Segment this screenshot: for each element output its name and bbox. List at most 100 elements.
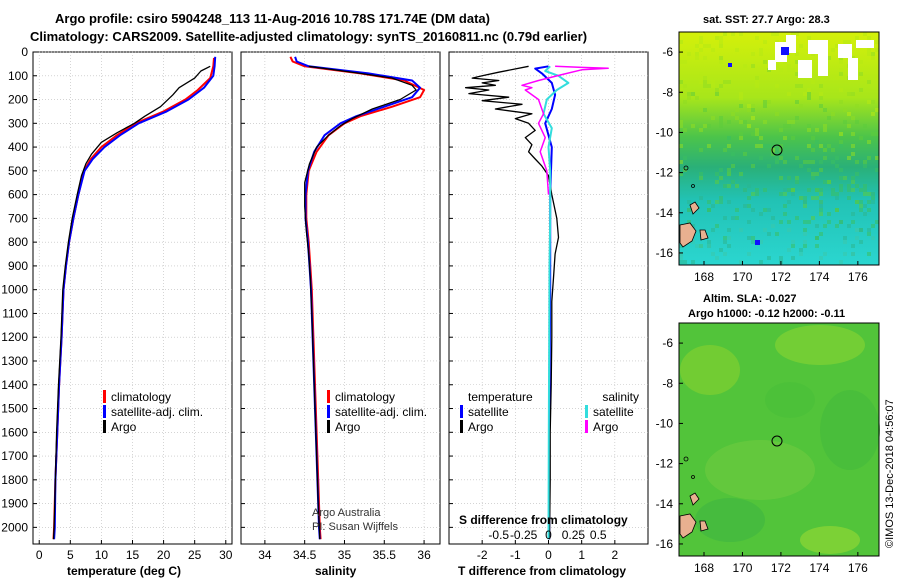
depth-tick-label: 900	[8, 259, 28, 273]
sst-pixel	[763, 188, 767, 192]
sst-pixel	[779, 192, 783, 196]
sst-pixel	[775, 84, 779, 88]
salinity-panel: 34 34.5 35 35.5 36 salinity climatology sate…	[240, 51, 441, 578]
sst-pixel	[771, 32, 775, 36]
sst-pixel	[839, 88, 843, 92]
sst-pixel	[683, 260, 687, 264]
sst-pixel	[727, 236, 731, 240]
sst-pixel	[863, 188, 867, 192]
sst-pixel	[759, 144, 763, 148]
sst-pixel	[687, 220, 691, 224]
sst-pixel	[707, 244, 711, 248]
sst-pixel	[683, 128, 687, 132]
sst-pixel	[711, 116, 715, 120]
sst-pixel	[751, 164, 755, 168]
sst-pixel	[843, 120, 847, 124]
x-tick-label: 34.5	[293, 548, 317, 562]
sla-map-title-line1: Altim. SLA: -0.027	[703, 293, 797, 305]
sst-pixel	[683, 100, 687, 104]
sst-pixel	[819, 232, 823, 236]
map-lat-label: -8	[662, 85, 673, 99]
sst-pixel	[851, 176, 855, 180]
sst-pixel	[799, 164, 803, 168]
sst-pixel	[827, 220, 831, 224]
temperature-gridlines	[33, 51, 232, 544]
temperature-legend: climatology satellite-adj. clim. Argo	[103, 390, 203, 434]
map-lon-label: 174	[809, 561, 829, 575]
sst-pixel	[831, 160, 835, 164]
sst-pixel	[815, 196, 819, 200]
sst-pixel	[791, 192, 795, 196]
figure-title-line1: Argo profile: csiro 5904248_113 11-Aug-2…	[55, 11, 490, 26]
sst-pixel	[763, 76, 767, 80]
sst-pixel	[763, 208, 767, 212]
sst-pixel	[807, 188, 811, 192]
map-lat-label: -16	[656, 246, 674, 260]
sst-pixel	[863, 204, 867, 208]
sst-pixel	[735, 108, 739, 112]
sst-pixel	[751, 104, 755, 108]
sst-pixel	[735, 184, 739, 188]
sst-pixel	[867, 192, 871, 196]
sst-pixel	[739, 176, 743, 180]
sst-pixel	[731, 164, 735, 168]
sst-pixel	[759, 212, 763, 216]
depth-tick-label: 800	[8, 235, 28, 249]
sst-pixel	[803, 196, 807, 200]
sst-pixel	[727, 136, 731, 140]
sst-pixel	[755, 128, 759, 132]
sst-pixel	[783, 192, 787, 196]
sst-pixel	[819, 84, 823, 88]
sst-pixel	[807, 160, 811, 164]
sst-pixel	[703, 56, 707, 60]
sst-warm-pixel	[781, 47, 789, 55]
difference-series	[464, 65, 609, 540]
map-lat-label: -12	[656, 457, 674, 471]
sst-pixel	[847, 124, 851, 128]
sst-warm-pixel	[755, 240, 760, 245]
sst-pixel	[803, 232, 807, 236]
sst-pixel	[807, 220, 811, 224]
depth-tick-label: 1300	[1, 354, 28, 368]
sst-pixel	[811, 160, 815, 164]
s-difference-tick-label: -0.25	[510, 528, 538, 542]
sst-pixel	[783, 136, 787, 140]
sst-pixel	[795, 72, 799, 76]
depth-tick-label: 1200	[1, 330, 28, 344]
sst-pixel	[791, 68, 795, 72]
sst-pixel	[679, 252, 683, 256]
sst-pixel	[791, 136, 795, 140]
sst-pixel	[787, 228, 791, 232]
sst-pixel	[711, 228, 715, 232]
depth-tick-label: 1500	[1, 402, 28, 416]
sst-pixel	[731, 152, 735, 156]
sst-pixel	[835, 224, 839, 228]
sst-pixel	[731, 32, 735, 36]
legend-s-argo-swatch	[585, 420, 588, 433]
sst-pixel	[791, 244, 795, 248]
sst-pixel	[679, 60, 683, 64]
sst-pixel	[827, 56, 831, 60]
sst-pixel	[839, 176, 843, 180]
t-difference-label: T difference from climatology	[458, 564, 626, 578]
sst-pixel	[867, 228, 871, 232]
sst-pixel	[795, 100, 799, 104]
sst-pixel	[699, 40, 703, 44]
sst-pixel	[703, 124, 707, 128]
x-tick-label: 36	[417, 548, 431, 562]
depth-tick-label: 500	[8, 164, 28, 178]
sst-pixel	[811, 136, 815, 140]
legend-satellite-label: satellite-adj. clim.	[111, 405, 203, 419]
sst-pixel	[727, 228, 731, 232]
legend-s-argo-label: Argo	[593, 420, 619, 434]
map-lon-label: 168	[694, 561, 714, 575]
x-tick-label: 0	[545, 548, 552, 562]
sst-pixel	[767, 232, 771, 236]
sst-pixel	[795, 84, 799, 88]
sst-pixel	[759, 240, 763, 244]
sst-pixel	[699, 36, 703, 40]
sst-pixel	[679, 120, 683, 124]
legend-argo-label: Argo	[335, 420, 361, 434]
sst-pixel	[851, 212, 855, 216]
